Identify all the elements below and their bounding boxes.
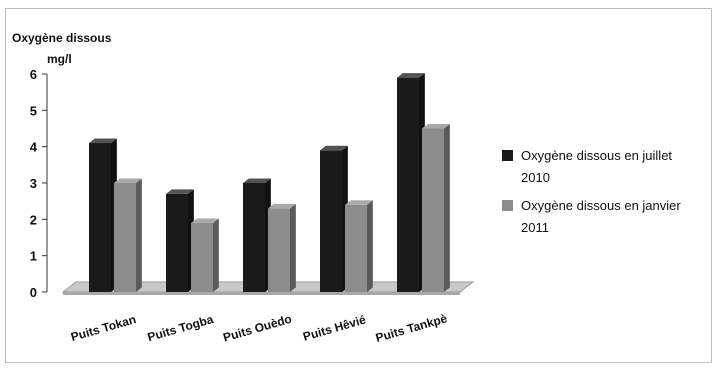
bar-front <box>191 222 213 292</box>
bar <box>89 138 117 292</box>
y-tick-label: 0 <box>30 285 37 300</box>
bar-top <box>320 145 348 151</box>
y-tick-label: 1 <box>30 249 37 264</box>
bar-side <box>290 203 296 292</box>
bar <box>345 200 373 292</box>
bar <box>268 203 296 292</box>
x-tick-label: Puits Tankpè <box>374 311 449 345</box>
bar-front <box>89 143 111 292</box>
bar <box>114 178 142 292</box>
bar-top <box>345 200 373 205</box>
bar-top <box>166 189 194 194</box>
y-tick-label: 5 <box>30 103 37 118</box>
y-tick-label: 2 <box>30 212 37 227</box>
y-tick-label: 6 <box>30 67 37 82</box>
bar-side <box>136 178 142 292</box>
bar <box>243 178 271 292</box>
bar-top <box>243 178 271 183</box>
bar-front <box>166 193 188 292</box>
x-tick-label: Puits Tokan <box>69 312 137 344</box>
bar <box>320 145 348 292</box>
bar-front <box>422 128 444 292</box>
y-tick-label: 3 <box>30 176 37 191</box>
y-axis-label: Oxygène dissous mg/l <box>12 31 115 66</box>
bar-top <box>191 218 219 223</box>
legend-swatch <box>502 200 513 211</box>
bar-top <box>422 124 450 129</box>
x-tick-label: Puits Hêvié <box>301 312 367 343</box>
bar <box>191 218 219 292</box>
bar-top <box>89 138 117 144</box>
x-axis-ticks: Puits Tokan Puits Togba Puits Ouèdo Puits H… <box>69 311 449 345</box>
bar-front <box>345 204 367 292</box>
bar <box>397 73 425 292</box>
legend: Oxygène dissous en juillet 2010 Oxygène di… <box>502 148 681 235</box>
legend-label: Oxygène dissous en janvier 2011 <box>521 198 681 235</box>
bar <box>166 189 194 292</box>
bar-side <box>444 124 450 292</box>
y-tick-label: 4 <box>30 140 38 155</box>
x-tick-label: Puits Ouèdo <box>222 312 294 345</box>
chart-floor-edge <box>63 292 460 295</box>
bars <box>89 73 450 292</box>
bar-front <box>268 208 290 292</box>
bar-top <box>268 203 296 209</box>
bar-side <box>213 218 219 292</box>
x-tick-label: Puits Togba <box>146 312 215 344</box>
bar-front <box>320 150 342 292</box>
bar-front <box>397 77 419 292</box>
bar-front <box>243 183 265 292</box>
bar <box>422 124 450 292</box>
bar-top <box>397 73 425 78</box>
bar-top <box>114 178 142 183</box>
bar-side <box>367 200 373 292</box>
bar-front <box>114 183 136 292</box>
legend-swatch <box>502 150 513 161</box>
legend-label: Oxygène dissous en juillet 2010 <box>521 148 672 185</box>
